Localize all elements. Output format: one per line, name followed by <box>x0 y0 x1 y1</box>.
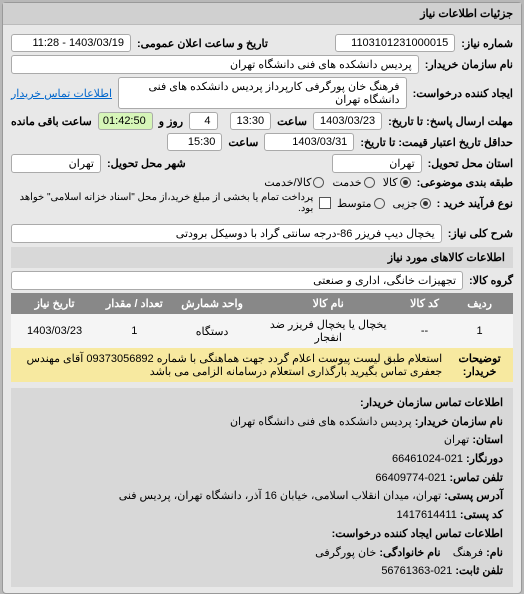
ci-addr: تهران، میدان انقلاب اسلامی، خیابان 16 آذ… <box>119 490 441 502</box>
treasury-note: پرداخت تمام یا بخشی از مبلغ خرید،از محل … <box>11 192 313 214</box>
goods-title: اطلاعات کالاهای مورد نیاز <box>11 247 513 268</box>
buyer-field: پردیس دانشکده های فنی دانشگاه تهران <box>11 55 419 74</box>
prov-field: تهران <box>332 154 422 173</box>
row-category: طبقه بندی موضوعی: کالا خدمت کالا/خدمت <box>11 176 513 189</box>
requester-label: ایجاد کننده درخواست: <box>413 87 513 100</box>
prov-label: استان محل تحویل: <box>428 157 513 170</box>
radio-dot-icon <box>374 198 385 209</box>
ci-org: پردیس دانشکده های فنی دانشگاه تهران <box>230 416 412 428</box>
contact-link[interactable]: اطلاعات تماس خریدار <box>11 87 112 100</box>
group-label: گروه کالا: <box>469 274 513 287</box>
details-panel: جزئیات اطلاعات نیاز شماره نیاز: 11031012… <box>2 2 522 594</box>
cell: 1 <box>98 314 170 348</box>
radio-dot-icon <box>313 177 324 188</box>
radio-dot-icon <box>420 198 431 209</box>
ci-fax: 021-66461024 <box>392 453 463 465</box>
desc-label: شرح کلی نیاز: <box>448 227 513 240</box>
table-row: 1 -- یخچال یا یخچال فریزر ضد انفجار دستگ… <box>11 314 513 348</box>
cell: 1 <box>446 314 513 348</box>
cell: -- <box>403 314 446 348</box>
remain-suffix: ساعت باقی مانده <box>11 115 92 128</box>
ci-prov: تهران <box>444 434 469 446</box>
row-group: گروه کالا: تجهیزات خانگی، اداری و صنعتی <box>11 271 513 290</box>
deadline-date: 1403/03/23 <box>313 112 382 130</box>
row-delivery: استان محل تحویل: تهران شهر محل تحویل: ته… <box>11 154 513 173</box>
ci-zip: 1417614411 <box>396 509 456 521</box>
col-code: کد کالا <box>403 293 446 314</box>
row-deadline: مهلت ارسال پاسخ: تا تاریخ: 1403/03/23 سا… <box>11 112 513 130</box>
ci-mobile-l: تلفن ثابت: <box>455 565 503 577</box>
col-unit: واحد شمارش <box>171 293 254 314</box>
process-radio-group: جزیی متوسط <box>337 197 431 210</box>
table-head: ردیف کد کالا نام کالا واحد شمارش تعداد /… <box>11 293 513 314</box>
requester-field: فرهنگ خان پورگرفی کارپرداز پردیس دانشکده… <box>118 77 407 109</box>
radio-kala[interactable]: کالا <box>383 176 411 189</box>
reqno-field: 1103101231000015 <box>335 34 455 52</box>
validity-label: حداقل تاریخ اعتبار قیمت: تا تاریخ: <box>360 136 513 149</box>
col-qty: تعداد / مقدار <box>98 293 170 314</box>
radio-p1[interactable]: جزیی <box>393 197 431 210</box>
buyer-label: نام سازمان خریدار: <box>425 58 513 71</box>
row-validity: حداقل تاریخ اعتبار قیمت: تا تاریخ: 1403/… <box>11 133 513 151</box>
category-radio-group: کالا خدمت کالا/خدمت <box>264 176 410 189</box>
deadline-time: 13:30 <box>230 112 272 130</box>
remain-days: 4 <box>189 112 218 130</box>
reqno-label: شماره نیاز: <box>461 37 513 50</box>
ci-name: فرهنگ <box>453 547 483 559</box>
panel-title: جزئیات اطلاعات نیاز <box>3 3 521 25</box>
desc-field: یخچال دیپ فریزر 86-درجه سانتی گراد با دو… <box>11 224 442 243</box>
row-buyer: نام سازمان خریدار: پردیس دانشکده های فنی… <box>11 55 513 74</box>
ci-mobile: 021-56761363 <box>381 565 452 577</box>
goods-table: ردیف کد کالا نام کالا واحد شمارش تعداد /… <box>11 293 513 382</box>
radio-dot-icon <box>364 177 375 188</box>
ci-phone: 021-66409774 <box>375 472 446 484</box>
row-desc: شرح کلی نیاز: یخچال دیپ فریزر 86-درجه سا… <box>11 224 513 243</box>
ci-phone-l: تلفن تماس: <box>449 472 503 484</box>
ci-prov-l: استان: <box>472 434 503 446</box>
cat-label: طبقه بندی موضوعی: <box>417 176 513 189</box>
remain-days-label: روز و <box>159 115 183 128</box>
ci-org-l: نام سازمان خریدار: <box>415 416 503 428</box>
notes-label: توضیحات خریدار: <box>446 348 513 382</box>
radio-khedmat[interactable]: خدمت <box>332 176 374 189</box>
time-label2: ساعت <box>228 136 258 149</box>
cell: دستگاه <box>171 314 254 348</box>
ci-name-l: نام: <box>486 547 503 559</box>
row-reqno: شماره نیاز: 1103101231000015 تاریخ و ساع… <box>11 34 513 52</box>
announce-field: 1403/03/19 - 11:28 <box>11 34 131 52</box>
ci-zip-l: کد پستی: <box>460 509 503 521</box>
col-date: تاریخ نیاز <box>11 293 98 314</box>
radio-both[interactable]: کالا/خدمت <box>264 176 324 189</box>
cell: یخچال یا یخچال فریزر ضد انفجار <box>254 314 403 348</box>
radio-p2[interactable]: متوسط <box>337 197 385 210</box>
time-label1: ساعت <box>277 115 307 128</box>
process-label: نوع فرآیند خرید : <box>437 197 513 210</box>
notes-text: استعلام طبق لیست پیوست اعلام گردد جهت هم… <box>11 348 446 382</box>
ci-addr-l: آدرس پستی: <box>444 490 503 502</box>
validity-date: 1403/03/31 <box>264 133 354 151</box>
group-field: تجهیزات خانگی، اداری و صنعتی <box>11 271 463 290</box>
remain-time: 01:42:50 <box>98 112 153 130</box>
buyer-notes-row: توضیحات خریدار: استعلام طبق لیست پیوست ا… <box>11 348 513 382</box>
col-name: نام کالا <box>254 293 403 314</box>
city-label: شهر محل تحویل: <box>107 157 186 170</box>
row-process: نوع فرآیند خرید : جزیی متوسط پرداخت تمام… <box>11 192 513 214</box>
city-field: تهران <box>11 154 101 173</box>
ci-title: اطلاعات تماس سازمان خریدار: <box>360 397 503 409</box>
col-row: ردیف <box>446 293 513 314</box>
panel-body: شماره نیاز: 1103101231000015 تاریخ و ساع… <box>3 25 521 593</box>
radio-dot-icon <box>400 177 411 188</box>
contact-info: اطلاعات تماس سازمان خریدار: نام سازمان خ… <box>11 388 513 587</box>
ci-fax-l: دورنگار: <box>466 453 503 465</box>
ci-reqinfo-l: اطلاعات تماس ایجاد کننده درخواست: <box>332 528 503 540</box>
cell: 1403/03/23 <box>11 314 98 348</box>
deadline-label: مهلت ارسال پاسخ: تا تاریخ: <box>388 115 513 128</box>
row-requester: ایجاد کننده درخواست: فرهنگ خان پورگرفی ک… <box>11 77 513 109</box>
validity-time: 15:30 <box>167 133 222 151</box>
treasury-checkbox[interactable] <box>319 197 331 209</box>
ci-surname: خان پورگرفی <box>315 547 376 559</box>
announce-label: تاریخ و ساعت اعلان عمومی: <box>137 37 268 50</box>
ci-surname-l: نام خانوادگی: <box>379 547 440 559</box>
